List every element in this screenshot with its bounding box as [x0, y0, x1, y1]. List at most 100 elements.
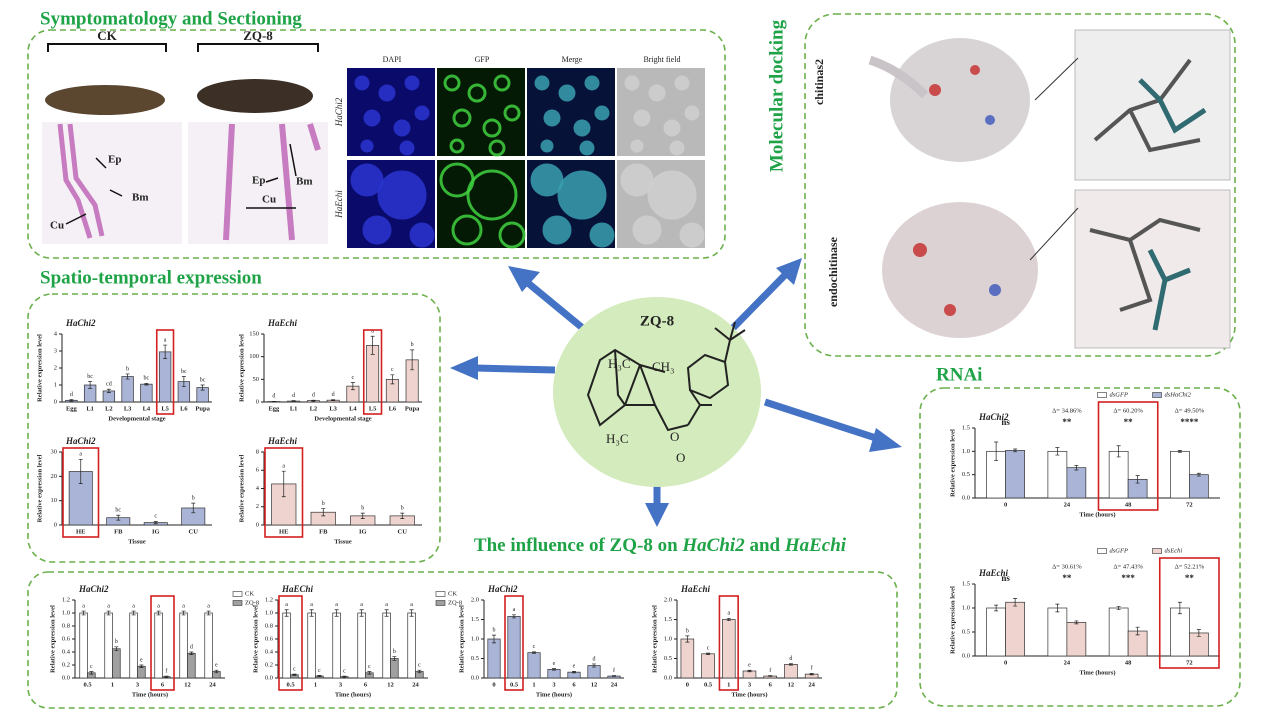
cell — [584, 75, 600, 91]
cell — [378, 84, 396, 102]
y-tick-label: 0.5 — [664, 655, 672, 662]
chart-title: HaChi2 — [487, 584, 518, 594]
x-tick-label: 1 — [727, 681, 730, 688]
chart-title: HaEchi — [978, 568, 1009, 578]
error-bar — [994, 441, 999, 462]
significance-letter: bc — [144, 376, 150, 382]
highlight-box — [504, 595, 524, 691]
chart-title: HaChi2 — [978, 412, 1009, 422]
title-part: HaEchi — [784, 535, 847, 556]
x-tick-label: L2 — [105, 405, 113, 412]
bar — [986, 607, 1006, 657]
bar — [204, 612, 213, 679]
significance-letter: a — [182, 603, 185, 609]
y-tick-label: 1.5 — [664, 616, 672, 623]
cell — [399, 140, 415, 156]
x-tick-label: L5 — [161, 405, 169, 412]
cell — [647, 170, 697, 220]
y-axis-label: Relative expression level — [36, 334, 43, 402]
y-tick-label: 1.0 — [471, 635, 479, 642]
significance-letter: d — [70, 392, 73, 398]
significance-letter: bc — [87, 374, 93, 380]
x-tick-label: 0 — [492, 681, 495, 688]
y-axis-label: Relative expression level — [252, 605, 259, 673]
x-tick-label: 24 — [808, 681, 815, 688]
bar — [129, 612, 138, 679]
rnai-box — [919, 387, 1241, 707]
y-tick-label: 50 — [253, 376, 260, 383]
significance-letter: c — [343, 668, 346, 674]
y-tick-label: 1.0 — [664, 635, 672, 642]
significance-letter: c — [533, 644, 536, 650]
column-label: DAPI — [383, 55, 402, 64]
error-bar — [1074, 464, 1079, 471]
error-bar — [89, 671, 94, 675]
bar — [121, 376, 134, 403]
significance-letter: cd — [106, 382, 112, 388]
significance-letter: a — [335, 602, 338, 608]
significance-letter: e — [748, 663, 751, 669]
cell — [630, 139, 644, 153]
error-bar — [281, 470, 286, 498]
significance: ** — [1124, 417, 1134, 427]
x-tick-label: 0.5 — [510, 681, 519, 688]
significance-letter: c — [707, 645, 710, 651]
title-part: HaChi2 — [681, 535, 745, 556]
error-bar — [532, 651, 536, 654]
legend-swatch — [232, 591, 243, 597]
error-bar — [317, 675, 322, 678]
cell — [493, 74, 511, 92]
larvae: CK ZQ-8 Ep Bm Cu Ep Bm Cu — [42, 28, 328, 244]
x-tick-label: 48 — [1125, 501, 1132, 508]
cell — [663, 119, 681, 137]
cell — [684, 105, 700, 121]
significance: ** — [1062, 573, 1072, 583]
label: Bm — [132, 192, 149, 204]
x-tick-label: 72 — [1186, 501, 1193, 508]
error-bar — [1135, 626, 1140, 636]
cell — [452, 108, 472, 128]
label: endochitinase — [826, 236, 840, 307]
y-tick-label: 0.8 — [62, 622, 70, 629]
y-tick-label: 0.0 — [62, 674, 70, 681]
y-axis-label: Relative expression level — [949, 429, 956, 497]
label: Bm — [296, 176, 313, 188]
legend-label: CK — [245, 590, 254, 597]
x-tick-label: 0.5 — [704, 681, 713, 688]
bar-chart: HaEchi 0.0 0.5 1.0 1.5 2.0 Relative expression… — [651, 584, 822, 698]
y-tick-label: 0.0 — [962, 652, 970, 659]
error-bar — [400, 512, 405, 519]
x-tick-label: L1 — [86, 405, 94, 412]
cell — [409, 222, 435, 248]
significance-letter: d — [789, 656, 792, 662]
cell — [594, 105, 610, 121]
significance-letter: a — [727, 611, 730, 617]
significance-letter: c — [352, 375, 355, 381]
section-title: Spatio-temporal expression — [40, 267, 262, 288]
microscopy: DAPI GFP Merge Bright field HaChi2 HaEchi — [334, 55, 705, 249]
error-bar — [206, 610, 211, 616]
error-bar — [309, 609, 314, 617]
delta-label: Δ= 52.21% — [1175, 563, 1205, 570]
cell — [633, 109, 651, 127]
significance-letter: bc — [181, 369, 187, 375]
error-bar — [409, 609, 414, 617]
legend-label: dsGFP — [1110, 547, 1128, 554]
y-tick-label: 1.2 — [265, 596, 273, 603]
error-bar — [1013, 598, 1018, 607]
significance-letter: b — [126, 366, 129, 372]
error-bar — [191, 502, 196, 514]
significance: ns — [1001, 573, 1010, 583]
cell — [540, 139, 554, 153]
x-tick-label: 24 — [412, 681, 419, 688]
bar — [390, 658, 399, 679]
error-bar — [1013, 448, 1018, 453]
y-tick-label: 1.0 — [265, 609, 273, 616]
error-bar — [685, 635, 690, 643]
x-tick-label: L6 — [389, 405, 397, 412]
delta-label: Δ= 30.61% — [1052, 563, 1082, 570]
arrows — [450, 258, 902, 527]
bar — [158, 351, 172, 403]
section-title: RNAi — [936, 364, 982, 385]
